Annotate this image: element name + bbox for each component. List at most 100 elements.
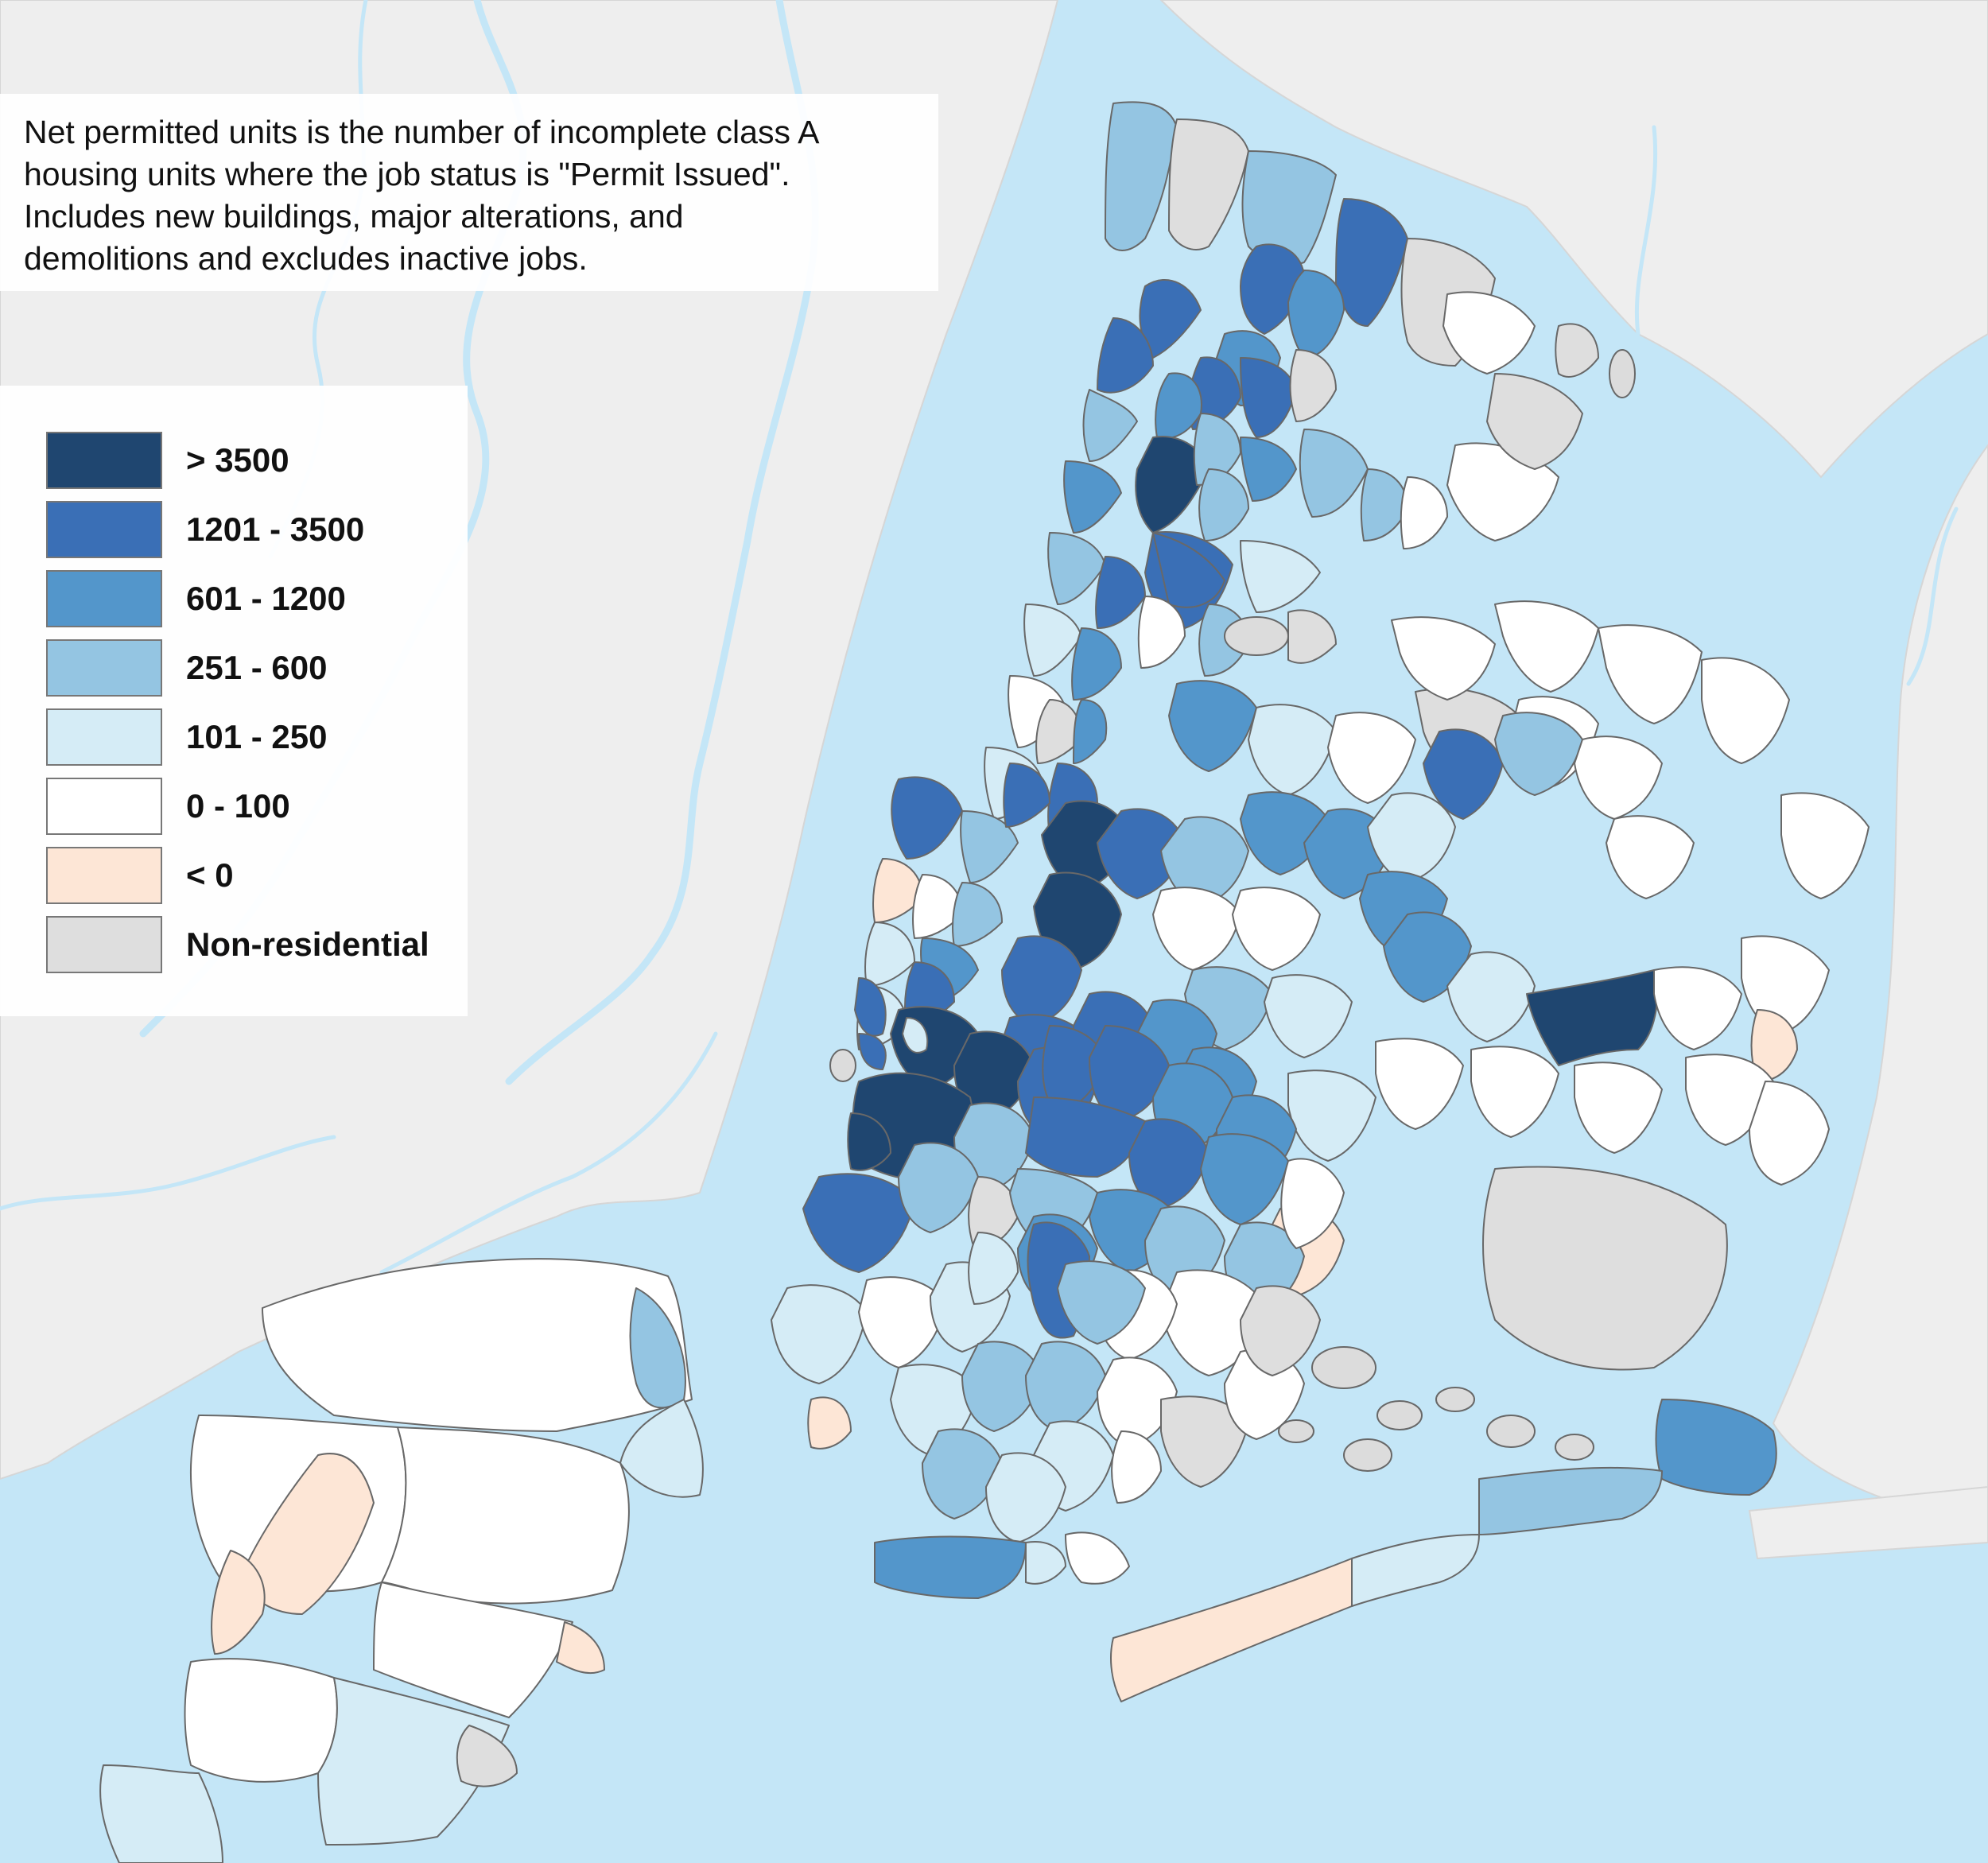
nta-bx-belmont [1240, 357, 1297, 438]
nta-mn-east-harlem-south [1071, 627, 1122, 701]
nta-mn-financial [854, 977, 887, 1037]
nta-bk-bergen-beach [1240, 1285, 1321, 1376]
nta-bk-manhattan-beach [1065, 1531, 1130, 1585]
bay-islet-5 [1555, 1434, 1594, 1461]
nta-qn-college-point [1391, 616, 1496, 701]
nta-mn-inwood [1139, 278, 1202, 359]
note-line-3: Includes new buildings, major alteration… [24, 198, 684, 235]
westchester-land [1159, 0, 1988, 479]
bay-islet-4 [1486, 1415, 1536, 1448]
nta-qn-jamaica [1526, 969, 1658, 1066]
nta-bx-castle-hill [1400, 476, 1448, 549]
note-line-2: housing units where the job status is "P… [24, 156, 790, 192]
nta-si-north [262, 1258, 693, 1432]
nta-mn-chelsea [872, 858, 923, 923]
nta-bx-university-hts [1155, 372, 1202, 440]
nta-qn-glen-oaks [1750, 1009, 1798, 1082]
nta-bk-seagate [1025, 1541, 1066, 1585]
legend-swatch [46, 915, 162, 973]
legend-swatch [46, 569, 162, 627]
nta-mn-murray-hill [912, 874, 963, 939]
nta-bx-port-morris [1137, 596, 1186, 669]
methodology-note: Net permitted units is the number of inc… [0, 94, 938, 291]
nta-bk-east-new-york [1200, 1133, 1289, 1225]
legend-label: Non-residential [186, 925, 429, 963]
nta-qn-bellerose [1780, 792, 1870, 899]
legend-swatch [46, 777, 162, 835]
nta-si-neg2 [211, 1550, 266, 1655]
nta-qn-hollis [1653, 966, 1742, 1050]
nta-bk-brooklyn-hts [902, 1017, 929, 1054]
nta-mn-upper-east [1073, 699, 1108, 764]
nta-bx-rikers [1287, 609, 1337, 664]
nta-mn-hamilton-hts [1063, 460, 1122, 534]
legend-label: 251 - 600 [186, 648, 328, 686]
legend-swatch [46, 846, 162, 904]
nta-bk-midwood [1057, 1260, 1146, 1345]
nta-bk-windsor-terrace [898, 1142, 979, 1233]
hart-island [1609, 349, 1636, 398]
nta-bx-riverdale [1105, 101, 1178, 251]
nta-bk-floyd-bennett [1160, 1395, 1249, 1488]
nta-bk-bed-stuy [1089, 1025, 1170, 1122]
nta-mn-harlem-central [1047, 532, 1106, 605]
newark-bay-channel [379, 1031, 718, 1275]
nta-qn-fresh-meadows [1606, 815, 1695, 899]
nta-mn-hells-kitchen [891, 776, 963, 860]
nta-si-park [456, 1725, 518, 1787]
nta-bx-co-op-city [1442, 291, 1536, 375]
nta-qn-jfk [1482, 1166, 1728, 1371]
nta-bk-bath-beach [807, 1396, 852, 1450]
nta-qn-st-albans [1470, 1046, 1559, 1138]
nta-mn-wash-hts-south [1082, 389, 1138, 462]
nta-bk-marine-park [1097, 1356, 1178, 1448]
nta-qn-rockaway-central [1478, 1466, 1663, 1535]
nta-qn-ozone-park [1287, 1069, 1376, 1162]
nta-bx-woodlawn [1241, 150, 1337, 266]
nta-qn-whitestone [1494, 600, 1599, 693]
nta-qn-rosedale [1749, 1081, 1830, 1186]
nassau-land [1772, 444, 1988, 1512]
nta-qn-woodside [1160, 816, 1249, 907]
nta-bk-dyker-heights [858, 1276, 947, 1368]
nta-bk-red-hook [847, 1112, 891, 1171]
nta-bk-bed-stuy-north [1042, 1025, 1106, 1114]
east-land-strip [1748, 1485, 1988, 1560]
nta-mn-west-village [864, 922, 915, 987]
legend-item-251-600: 251 - 600 [46, 633, 468, 702]
nta-si-east-shore [619, 1399, 704, 1498]
nta-bk-madison [1025, 1341, 1106, 1432]
nta-bx-soundview [1360, 468, 1408, 541]
rikers-island [1224, 616, 1289, 656]
nta-qn-kew-gardens [1446, 951, 1536, 1042]
nta-mn-midtown [960, 810, 1019, 883]
nta-qn-flushing [1423, 728, 1504, 820]
nta-qn-middle-village [1232, 887, 1321, 971]
nta-bx-van-cortlandt [1168, 118, 1249, 250]
nta-bx-mott-haven [1152, 532, 1225, 608]
nta-qn-douglaston [1701, 657, 1790, 764]
legend-label: 101 - 250 [186, 717, 328, 755]
nta-bx-west-farms [1240, 437, 1297, 502]
nta-mn-morningside [1023, 604, 1082, 677]
nta-bk-brighton-beach [985, 1452, 1066, 1543]
nta-qn-auburndale [1574, 735, 1663, 820]
nta-si-neg1 [238, 1453, 375, 1615]
nta-bx-parkchester [1299, 429, 1369, 518]
nta-qn-glendale [1264, 974, 1353, 1058]
westchester-creek [1634, 125, 1658, 336]
nta-qn-south-ozone [1375, 1038, 1464, 1130]
nta-mn-central-park [1035, 699, 1082, 764]
bay-islet-7 [1278, 1419, 1314, 1443]
nta-qn-steinway [1248, 704, 1337, 796]
nta-bx-highbridge [1135, 436, 1209, 534]
nta-qn-astoria [1168, 680, 1257, 772]
nta-bk-gravesend [961, 1341, 1043, 1432]
kill-van-kull [0, 1135, 336, 1211]
nta-si-southcenter [373, 1582, 573, 1718]
nta-bk-sunset-park [802, 1173, 915, 1273]
map-legend: > 3500 1201 - 3500 601 - 1200 251 - 600 … [0, 386, 468, 1016]
nta-bk-coney-island [874, 1535, 1027, 1599]
long-island-creek [1906, 507, 1959, 686]
nta-bk-bay-ridge [771, 1284, 868, 1384]
